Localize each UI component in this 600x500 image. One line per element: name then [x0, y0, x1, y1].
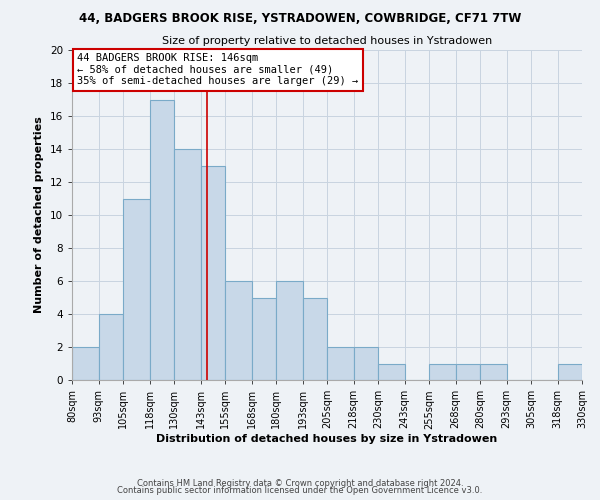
Bar — [98, 314, 123, 380]
Bar — [174, 149, 200, 380]
X-axis label: Distribution of detached houses by size in Ystradowen: Distribution of detached houses by size … — [157, 434, 497, 444]
Bar — [429, 364, 455, 380]
Y-axis label: Number of detached properties: Number of detached properties — [34, 116, 44, 314]
Bar — [480, 364, 506, 380]
Bar — [455, 364, 480, 380]
Bar — [302, 298, 327, 380]
Bar — [123, 198, 149, 380]
Text: Contains public sector information licensed under the Open Government Licence v3: Contains public sector information licen… — [118, 486, 482, 495]
Bar — [353, 347, 378, 380]
Text: 44 BADGERS BROOK RISE: 146sqm
← 58% of detached houses are smaller (49)
35% of s: 44 BADGERS BROOK RISE: 146sqm ← 58% of d… — [77, 54, 358, 86]
Bar — [276, 281, 302, 380]
Bar — [557, 364, 582, 380]
Bar — [200, 166, 225, 380]
Bar — [72, 347, 98, 380]
Text: 44, BADGERS BROOK RISE, YSTRADOWEN, COWBRIDGE, CF71 7TW: 44, BADGERS BROOK RISE, YSTRADOWEN, COWB… — [79, 12, 521, 26]
Bar — [327, 347, 353, 380]
Text: Contains HM Land Registry data © Crown copyright and database right 2024.: Contains HM Land Registry data © Crown c… — [137, 478, 463, 488]
Bar — [225, 281, 251, 380]
Bar — [149, 100, 174, 380]
Title: Size of property relative to detached houses in Ystradowen: Size of property relative to detached ho… — [162, 36, 492, 46]
Bar — [378, 364, 404, 380]
Bar — [251, 298, 276, 380]
